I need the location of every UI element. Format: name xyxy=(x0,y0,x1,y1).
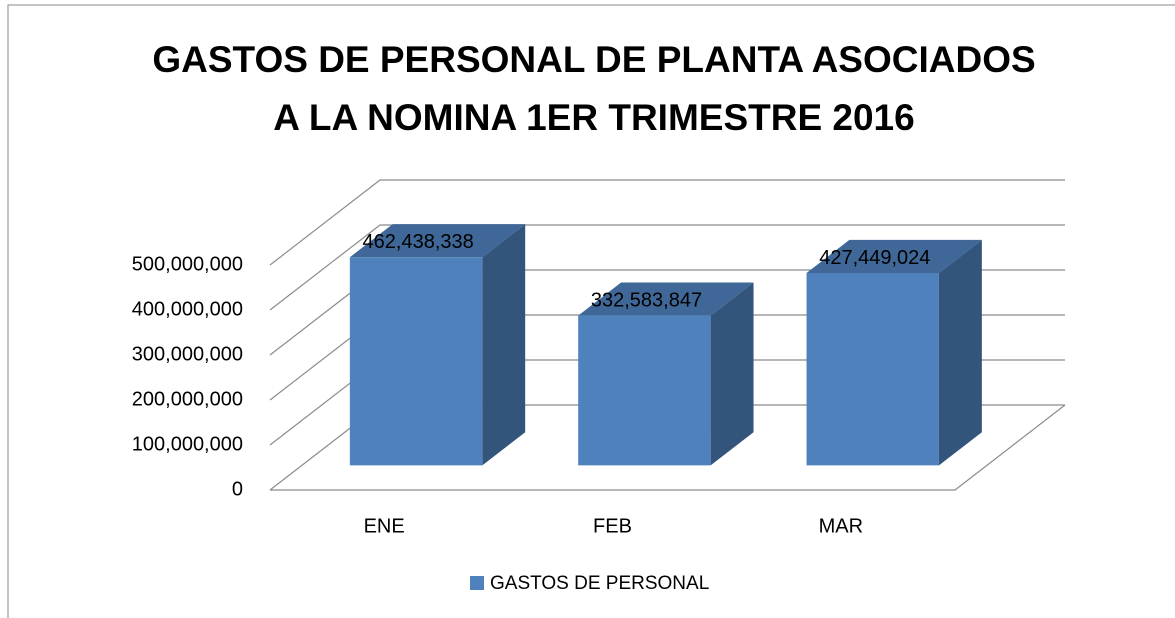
y-tick-label: 200,000,000 xyxy=(132,388,243,410)
x-tick-label: ENE xyxy=(364,515,405,537)
bar-top xyxy=(806,239,982,273)
chart-border xyxy=(7,4,1175,618)
bar-top xyxy=(578,282,754,316)
chart-title: A LA NOMINA 1ER TRIMESTRE 2016 xyxy=(273,97,914,138)
bar xyxy=(349,257,483,466)
bar-top xyxy=(349,224,526,258)
y-tick-label: 500,000,000 xyxy=(132,253,243,275)
legend-swatch xyxy=(470,576,484,590)
chart-title: GASTOS DE PERSONAL DE PLANTA ASOCIADOS xyxy=(152,39,1035,80)
y-tick-label: 100,000,000 xyxy=(132,433,243,455)
bar-side xyxy=(710,282,754,466)
y-tick-label: 400,000,000 xyxy=(132,298,243,320)
floor xyxy=(270,404,1066,491)
grid-line xyxy=(269,224,1065,311)
x-tick-label: FEB xyxy=(593,515,632,537)
x-tick-label: MAR xyxy=(819,515,863,537)
legend-label: GASTOS DE PERSONAL xyxy=(490,573,709,594)
y-tick-label: 300,000,000 xyxy=(132,343,243,365)
data-label: 462,438,338 xyxy=(363,231,474,253)
bar xyxy=(806,272,939,466)
bar-side xyxy=(482,224,526,466)
data-label: 427,449,024 xyxy=(819,247,930,269)
data-label: 332,583,847 xyxy=(591,290,702,312)
bar-side xyxy=(938,239,982,466)
y-tick-label: 0 xyxy=(232,478,243,500)
grid-line xyxy=(269,179,1065,266)
bar xyxy=(578,315,711,466)
